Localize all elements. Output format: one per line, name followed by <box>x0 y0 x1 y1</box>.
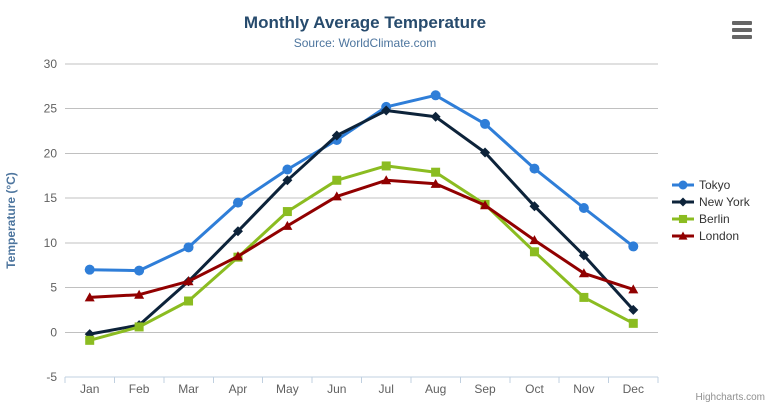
point-new-york-oct[interactable] <box>529 201 540 212</box>
x-axis-label: Mar <box>178 382 199 396</box>
point-new-york-dec[interactable] <box>628 304 639 315</box>
point-london-nov[interactable] <box>578 268 589 278</box>
legend-item-london[interactable]: London <box>672 227 750 244</box>
chart-subtitle: Source: WorldClimate.com <box>293 36 437 50</box>
point-tokyo-jan[interactable] <box>84 264 95 275</box>
point-berlin-aug[interactable] <box>431 167 441 177</box>
legend-triangle-icon <box>672 231 694 240</box>
point-berlin-oct[interactable] <box>529 247 539 257</box>
x-axis-label: Dec <box>623 382 644 396</box>
x-axis-label: Feb <box>129 382 150 396</box>
y-axis-label: -5 <box>46 370 57 384</box>
x-axis-label: Apr <box>229 382 248 396</box>
y-axis-label: 20 <box>44 146 58 160</box>
legend-square-icon <box>672 214 694 223</box>
y-axis-label: 30 <box>44 57 58 71</box>
point-new-york-sep[interactable] <box>480 147 491 158</box>
x-axis-label: May <box>276 382 299 396</box>
point-london-jul[interactable] <box>381 175 392 185</box>
point-london-apr[interactable] <box>232 251 243 261</box>
series-line-london <box>88 178 635 299</box>
series-line-new-york <box>88 109 635 336</box>
legend-item-new-york[interactable]: New York <box>672 193 750 210</box>
point-tokyo-nov[interactable] <box>578 202 589 213</box>
point-berlin-may[interactable] <box>282 207 292 217</box>
legend-item-berlin[interactable]: Berlin <box>672 210 750 227</box>
hamburger-menu-icon <box>732 28 752 32</box>
legend: Tokyo New York Berlin London <box>672 176 750 244</box>
point-berlin-jun[interactable] <box>332 175 342 185</box>
x-axis-label: Aug <box>425 382 446 396</box>
point-tokyo-mar[interactable] <box>183 242 194 253</box>
x-axis-label: Sep <box>474 382 496 396</box>
legend-item-label: New York <box>699 194 750 209</box>
point-london-dec[interactable] <box>628 284 639 294</box>
point-london-oct[interactable] <box>529 235 540 245</box>
legend-diamond-icon <box>672 197 694 206</box>
chart-title: Monthly Average Temperature <box>243 13 487 32</box>
hamburger-menu-icon <box>732 35 752 39</box>
y-axis-label: 0 <box>50 325 57 339</box>
x-axis-label: Jul <box>379 382 394 396</box>
point-london-jun[interactable] <box>331 191 342 201</box>
point-berlin-feb[interactable] <box>134 322 144 332</box>
point-london-sep[interactable] <box>480 200 491 210</box>
point-london-feb[interactable] <box>134 289 145 299</box>
point-new-york-jul[interactable] <box>381 105 392 116</box>
point-berlin-dec[interactable] <box>628 318 638 328</box>
series-line-berlin <box>88 164 635 342</box>
export-menu-button[interactable] <box>727 16 757 42</box>
point-new-york-nov[interactable] <box>578 250 589 261</box>
point-tokyo-sep[interactable] <box>480 118 491 129</box>
point-tokyo-feb[interactable] <box>134 265 145 276</box>
point-london-mar[interactable] <box>183 276 194 286</box>
point-tokyo-oct[interactable] <box>529 163 540 174</box>
point-tokyo-dec[interactable] <box>628 241 639 252</box>
point-tokyo-may[interactable] <box>282 164 293 175</box>
y-axis-label: 5 <box>50 281 57 295</box>
point-new-york-apr[interactable] <box>232 226 243 237</box>
y-axis-label: 15 <box>44 191 58 205</box>
hamburger-menu-icon <box>732 21 752 25</box>
legend-circle-icon <box>672 180 694 189</box>
legend-item-label: London <box>699 228 740 243</box>
point-london-jan[interactable] <box>84 292 95 302</box>
y-axis-title: Temperature (°C) <box>4 172 18 269</box>
point-london-aug[interactable] <box>430 178 441 188</box>
y-axis-label: 10 <box>44 236 58 250</box>
credits-link[interactable]: Highcharts.com <box>695 392 765 403</box>
point-berlin-jul[interactable] <box>381 161 391 171</box>
x-axis-label: Oct <box>525 382 544 396</box>
point-berlin-nov[interactable] <box>579 292 589 302</box>
x-axis-label: Jan <box>80 382 99 396</box>
point-new-york-jun[interactable] <box>331 130 342 141</box>
point-london-may[interactable] <box>282 220 293 230</box>
point-new-york-aug[interactable] <box>430 111 441 122</box>
x-axis-label: Nov <box>573 382 594 396</box>
point-tokyo-apr[interactable] <box>232 197 243 208</box>
point-berlin-jan[interactable] <box>85 335 95 345</box>
legend-item-tokyo[interactable]: Tokyo <box>672 176 750 193</box>
legend-item-label: Tokyo <box>699 177 731 192</box>
y-axis-label: 25 <box>44 102 58 116</box>
point-new-york-may[interactable] <box>282 175 293 186</box>
x-axis-label: Jun <box>327 382 346 396</box>
point-berlin-mar[interactable] <box>184 296 194 306</box>
point-tokyo-aug[interactable] <box>430 90 441 101</box>
legend-item-label: Berlin <box>699 211 730 226</box>
